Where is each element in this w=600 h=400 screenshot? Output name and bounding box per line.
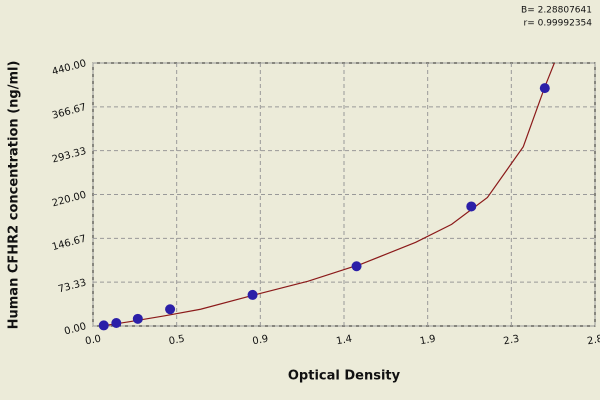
x-tick-label: 1.9 (419, 334, 437, 348)
data-point (98, 320, 109, 331)
annotation: B= 2.28807641 (521, 6, 592, 16)
x-tick-label: 2.3 (503, 334, 521, 348)
annotation: r= 0.99992354 (524, 19, 593, 29)
y-tick-label: 293.33 (51, 146, 88, 166)
y-tick-label: 220.00 (51, 190, 88, 210)
data-point (539, 83, 550, 94)
data-point (132, 313, 143, 324)
data-point (111, 318, 122, 329)
data-point (351, 261, 362, 272)
y-tick-label: 0.00 (63, 321, 87, 337)
x-tick-label: 0.0 (84, 334, 102, 348)
y-tick-label: 440.00 (51, 58, 88, 78)
x-axis-label: Optical Density (288, 369, 401, 384)
y-tick-label: 73.33 (57, 277, 88, 295)
x-tick-label: 1.4 (335, 334, 353, 348)
x-tick-label: 2.8 (586, 334, 600, 348)
y-tick-label: 366.67 (51, 102, 88, 122)
fit-curve (101, 63, 556, 326)
y-axis-label: Human CFHR2 concentration (ng/ml) (7, 61, 22, 330)
x-tick-label: 0.9 (252, 334, 270, 348)
data-point (466, 201, 477, 212)
x-tick-label: 0.5 (168, 334, 186, 348)
data-point (165, 304, 176, 315)
data-point (247, 289, 258, 300)
plot-area (92, 62, 596, 327)
y-tick-label: 146.67 (51, 234, 88, 254)
